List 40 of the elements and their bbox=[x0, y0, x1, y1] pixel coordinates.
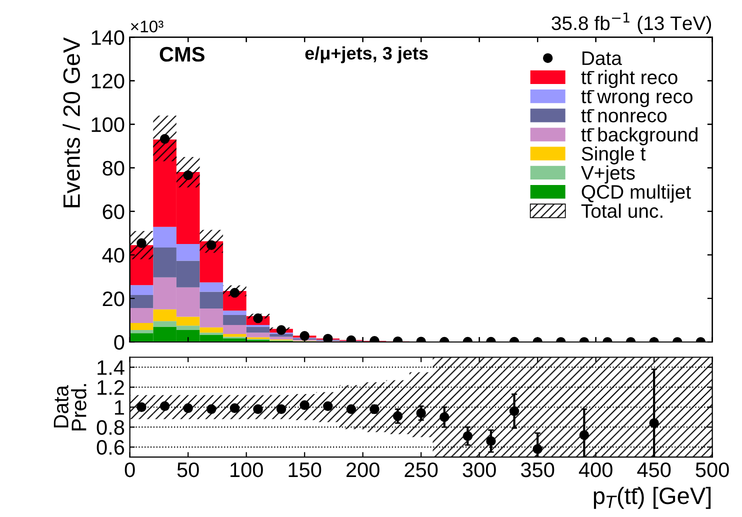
legend-label: tt̄ background bbox=[581, 127, 698, 146]
x-tick-label: 500 bbox=[696, 462, 729, 478]
x-tick-label: 0 bbox=[124, 462, 135, 478]
x-tick-label: 350 bbox=[520, 462, 554, 478]
x-tick-label: 50 bbox=[177, 462, 199, 478]
y-tick-label: 1 bbox=[114, 400, 124, 415]
x-tick-label: 200 bbox=[346, 462, 380, 478]
legend-label: Total unc. bbox=[581, 204, 662, 218]
y-tick-label: 20 bbox=[102, 291, 124, 306]
x-tick-label: 250 bbox=[404, 462, 438, 478]
x-tick-label: 400 bbox=[578, 462, 612, 478]
y-tick-label: 40 bbox=[102, 248, 124, 263]
y-tick-label: 120 bbox=[92, 74, 124, 89]
legend-label: QCD multijet bbox=[582, 184, 691, 203]
annotation: CMS bbox=[160, 46, 204, 62]
x-tick-label: 100 bbox=[230, 462, 263, 478]
legend-label: tt̄ right reco bbox=[581, 70, 678, 88]
x-axis-title: p$_{T}$(tt̄) [GeV] bbox=[594, 486, 711, 509]
legend-label: Single t bbox=[582, 146, 646, 164]
legend-label: V+jets bbox=[580, 165, 635, 184]
legend-label: Data bbox=[582, 52, 622, 66]
x-tick-label: 150 bbox=[288, 462, 322, 478]
y-axis-title: Events / 20 GeV bbox=[62, 37, 80, 208]
y-tick-label: 1.2 bbox=[98, 380, 124, 395]
y-tick-label: 0.6 bbox=[96, 440, 124, 455]
legend-label: tt̄ nonreco bbox=[581, 109, 667, 122]
y-tick-label: 140 bbox=[92, 30, 124, 45]
y-tick-label: 1.4 bbox=[98, 360, 124, 375]
y-tick-label: 100 bbox=[92, 117, 124, 132]
text: ×10³ bbox=[131, 20, 164, 32]
text: 35.8 fb$^{−1}$ (13 TeV) bbox=[552, 12, 712, 34]
y-tick-label: 0 bbox=[114, 334, 124, 350]
annotation: e/μ+jets, 3 jets bbox=[305, 46, 428, 64]
y-tick-label: 80 bbox=[102, 160, 124, 176]
legend-label: tt̄ wrong reco bbox=[581, 90, 692, 108]
x-tick-label: 300 bbox=[462, 462, 496, 478]
x-tick-label: 450 bbox=[637, 462, 671, 478]
y-tick-label: 0.8 bbox=[96, 420, 124, 435]
y-axis-title: Data Pred. bbox=[54, 384, 86, 430]
y-tick-label: 60 bbox=[102, 204, 124, 220]
